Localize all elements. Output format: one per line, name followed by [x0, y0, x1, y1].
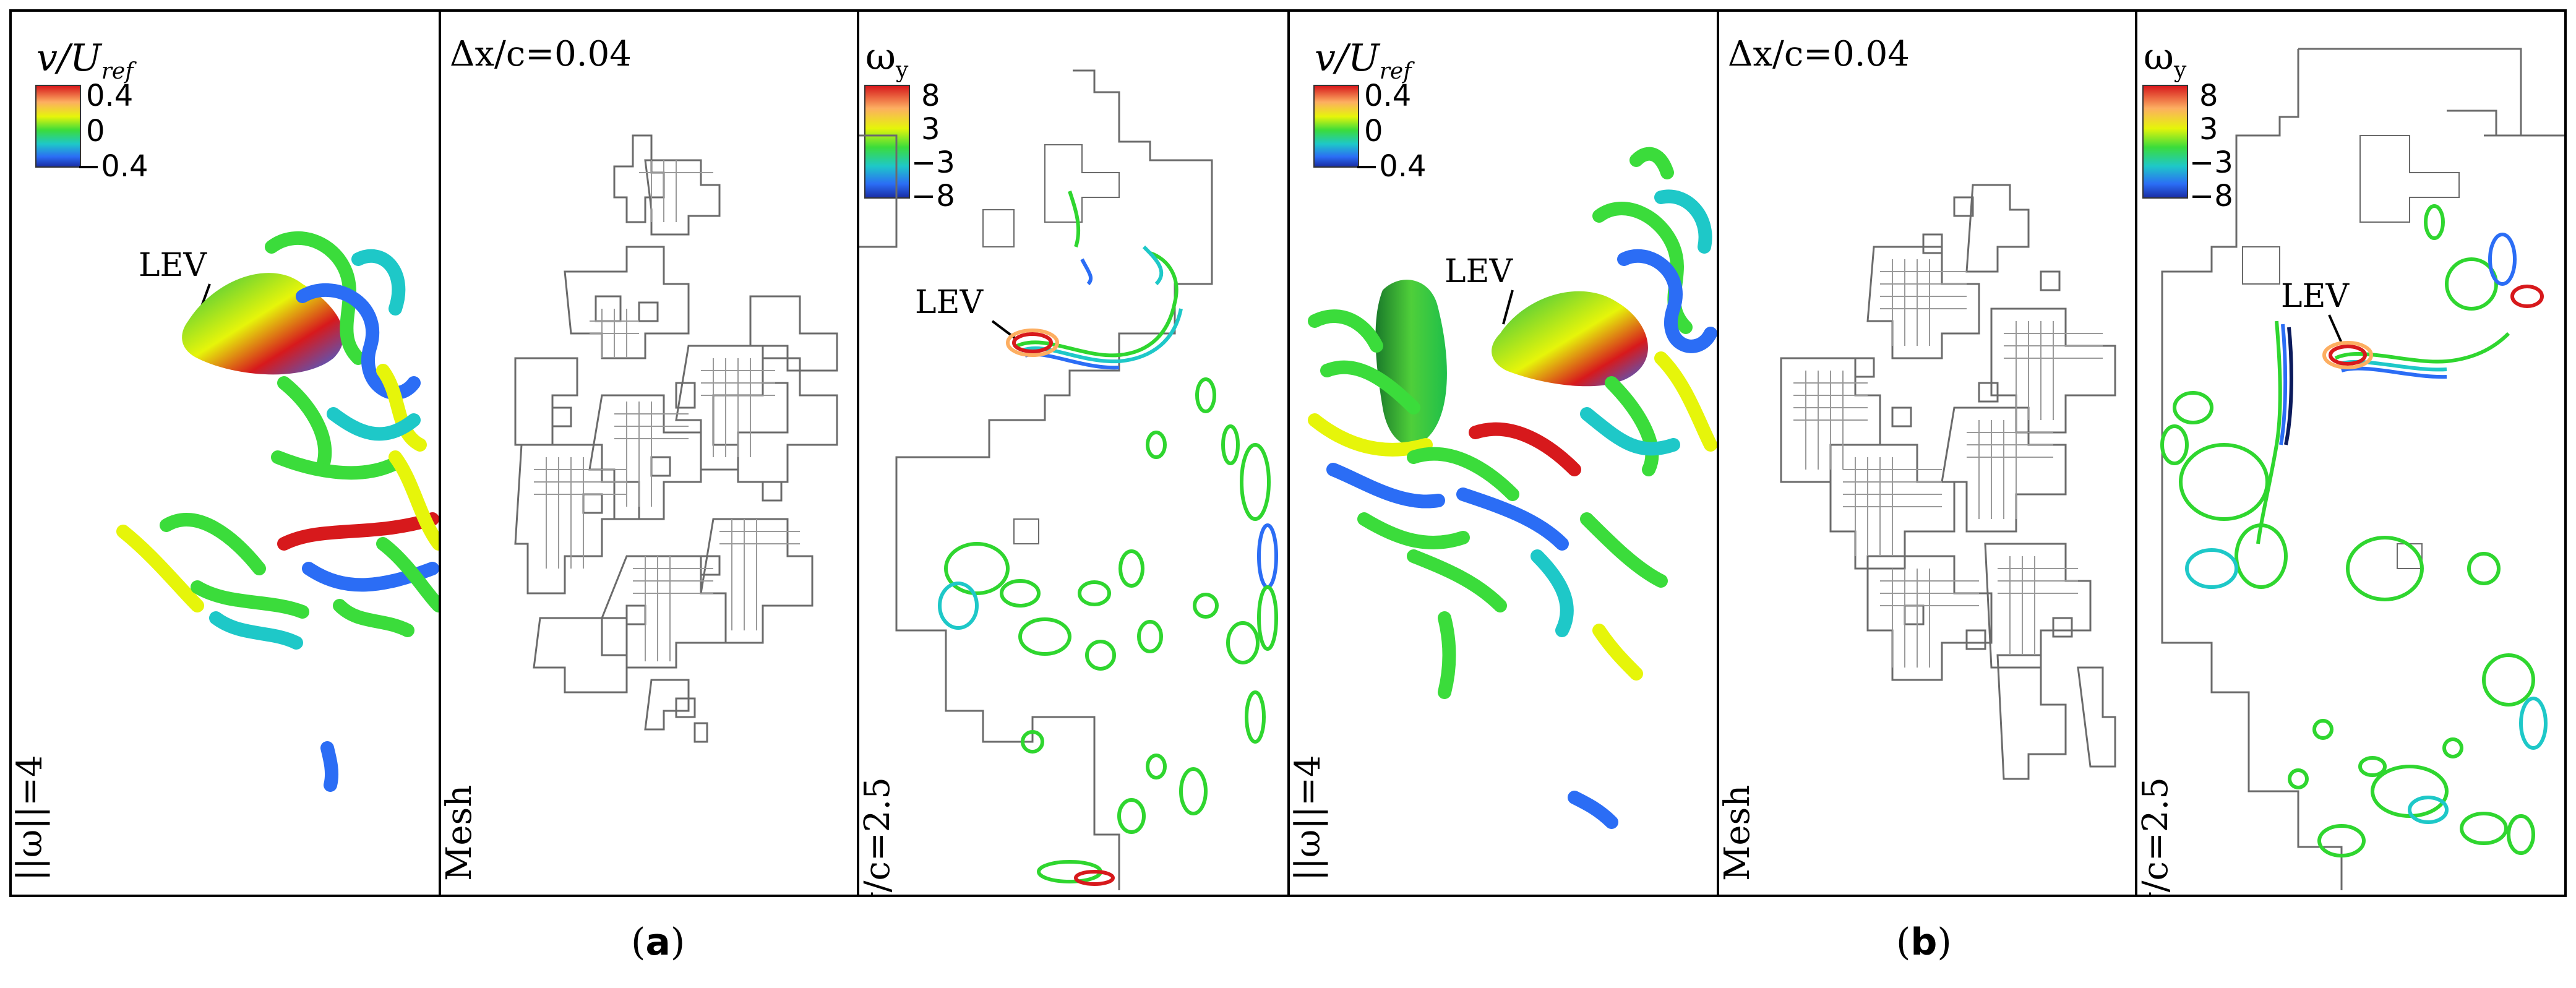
- mesh-label: Mesh: [1719, 784, 1758, 881]
- contour-lines: [2160, 204, 2548, 857]
- adaptive-mesh: [514, 134, 838, 743]
- vorticity-contours: [2160, 48, 2564, 890]
- velocity-tick: 0: [1364, 114, 1383, 148]
- isosurface-label: ||ω||=4: [12, 755, 50, 881]
- vortex-isosurfaces: [1308, 147, 1717, 829]
- vorticity-legend-title: ωy: [2144, 35, 2187, 83]
- iso-surface-view: v/Uref 0.4 0 −0.4 LEV: [12, 12, 439, 895]
- velocity-colorbar: [1313, 85, 1359, 168]
- caption-a: (a): [631, 921, 685, 964]
- vorticity-tick: 3: [921, 112, 940, 147]
- slice-location-label: y/c=2.5: [2137, 777, 2176, 895]
- vorticity-slice-view: ωy 8 3 −3 −8 LEV: [2137, 12, 2564, 895]
- vorticity-tick: −3: [911, 145, 955, 180]
- velocity-legend-title: v/Uref: [36, 37, 134, 84]
- velocity-colorbar: [35, 85, 81, 168]
- lev-label: LEV: [1445, 253, 1513, 290]
- slice-location-label: y/c=2.5: [859, 777, 898, 895]
- velocity-tick: 0.4: [1364, 79, 1412, 113]
- vorticity-tick: −8: [911, 179, 955, 213]
- mesh-view: Δx/c=0.04: [441, 12, 857, 895]
- panel-b: v/Uref 0.4 0 −0.4 LEV: [1287, 9, 2567, 897]
- vorticity-tick: 8: [2199, 79, 2218, 113]
- vortex-isosurfaces: [116, 231, 439, 792]
- caption-b: (b): [1896, 921, 1952, 964]
- vorticity-tick: 3: [2199, 112, 2218, 147]
- velocity-tick: −0.4: [1354, 149, 1427, 184]
- velocity-legend-title: v/Uref: [1315, 37, 1412, 84]
- vorticity-slice-view: ωy 8 3 −3 −8 LEV: [859, 12, 1287, 895]
- lev-arrow: [2328, 314, 2343, 343]
- iso-surface-view: v/Uref 0.4 0 −0.4 LEV: [1290, 12, 1717, 895]
- mesh-view: Δx/c=0.04: [1719, 12, 2135, 895]
- divider: [857, 12, 859, 895]
- vorticity-contours: [859, 69, 1278, 890]
- divider: [1717, 12, 1719, 895]
- vortex-tubes: [116, 231, 439, 792]
- vorticity-legend-title: ωy: [865, 35, 909, 83]
- vorticity-tick: 8: [921, 79, 940, 113]
- mesh-resolution-label: Δx/c=0.04: [1728, 34, 1910, 74]
- velocity-tick: 0: [86, 114, 105, 148]
- vorticity-colorbar: [864, 85, 910, 199]
- lev-surface: [1492, 291, 1648, 387]
- mesh-cells: [1780, 184, 2116, 780]
- divider: [439, 12, 441, 895]
- panel-a: v/Uref 0.4 0 −0.4 LEV: [9, 9, 1290, 897]
- mesh-boundary: [2161, 48, 2564, 890]
- divider: [2135, 12, 2137, 895]
- lev-label: LEV: [915, 284, 984, 321]
- mesh-resolution-label: Δx/c=0.04: [450, 34, 632, 74]
- vorticity-colorbar: [2142, 85, 2188, 199]
- velocity-tick: −0.4: [76, 149, 148, 184]
- lev-label: LEV: [2281, 278, 2350, 315]
- vorticity-tick: −3: [2189, 145, 2233, 180]
- lev-arrow: [1502, 290, 1514, 325]
- velocity-tick: 0.4: [86, 79, 134, 113]
- isosurface-label: ||ω||=4: [1290, 755, 1328, 881]
- vortex-tubes: [1308, 147, 1717, 829]
- adaptive-mesh: [1780, 184, 2116, 780]
- plate-surface: [1375, 280, 1447, 445]
- lev-label: LEV: [139, 247, 207, 284]
- mesh-boundary: [859, 69, 1213, 890]
- mesh-label: Mesh: [441, 784, 479, 881]
- contour-lines: [938, 191, 1278, 886]
- vorticity-tick: −8: [2189, 179, 2233, 213]
